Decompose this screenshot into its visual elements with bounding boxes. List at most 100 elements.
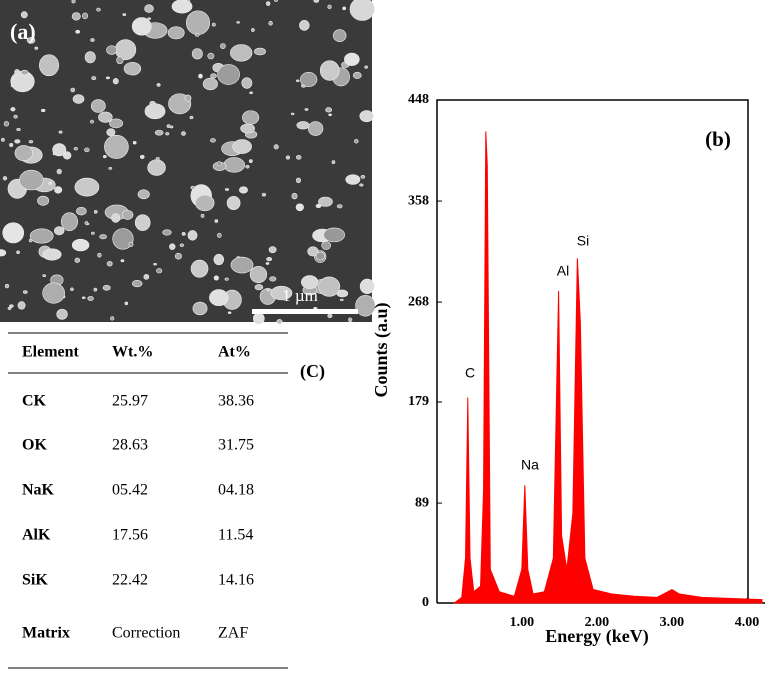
- sem-particle: [110, 316, 115, 321]
- sem-particle: [75, 29, 81, 34]
- chart: 0 89 179 268 358 448 1.00 2.00 3.00 4.00 C Na Al Si (b…: [371, 92, 765, 647]
- sem-particle: [265, 262, 270, 265]
- sem-particle: [54, 186, 63, 194]
- sem-particle: [99, 234, 107, 240]
- sem-particle: [108, 167, 113, 170]
- sem-particle: [96, 7, 101, 12]
- sem-particle: [52, 152, 57, 156]
- table-cell: 17.56: [112, 527, 148, 544]
- peak-label: Si: [577, 233, 589, 249]
- sem-particle: [14, 145, 33, 162]
- sem-particle: [7, 306, 12, 310]
- table-cell: 11.54: [218, 527, 253, 544]
- sem-particle: [62, 151, 72, 160]
- peak-label: C: [465, 365, 475, 381]
- sem-particle: [174, 252, 182, 260]
- sem-particle: [291, 192, 298, 200]
- table-cell: CK: [22, 393, 47, 410]
- sem-particle: [1, 137, 5, 142]
- y-tick-label: 179: [408, 394, 429, 409]
- sem-particle: [106, 128, 116, 137]
- sem-particle: [211, 22, 216, 27]
- sem-particle: [304, 108, 309, 111]
- sem-particle: [84, 51, 96, 64]
- table-header: Element: [22, 344, 80, 361]
- sem-particle: [213, 253, 225, 266]
- table: Element Wt.% At% CK 25.97 38.36 OK 28.63 31.75 Na…: [22, 344, 254, 642]
- sem-particle: [134, 214, 151, 231]
- sem-particle: [224, 277, 229, 281]
- sem-particle: [116, 56, 124, 65]
- sem-particle: [190, 259, 209, 278]
- sem-particle: [313, 0, 320, 3]
- sem-particle: [153, 262, 157, 266]
- sem-particle: [344, 52, 360, 66]
- sem-particle: [295, 155, 302, 160]
- sem-particle: [162, 229, 172, 236]
- sem-particle: [132, 141, 137, 145]
- sem-particle: [339, 298, 344, 302]
- sem-particle: [10, 107, 16, 112]
- sem-particle: [71, 0, 76, 4]
- sem-particle: [75, 206, 87, 216]
- sem-particle: [354, 139, 359, 144]
- sem-particle: [249, 91, 253, 95]
- sem-particle: [87, 296, 94, 301]
- sem-particle: [210, 73, 217, 79]
- sem-particle: [269, 276, 277, 282]
- sem-particle: [191, 48, 203, 60]
- sem-particle: [93, 210, 98, 214]
- sem-particle: [84, 221, 89, 225]
- sem-particle: [17, 301, 26, 310]
- sem-particle: [230, 256, 254, 274]
- sem-particle: [184, 94, 192, 102]
- sem-particle: [70, 287, 74, 291]
- sem-particle: [16, 128, 21, 132]
- sem-particle: [349, 0, 375, 21]
- sem-particle: [359, 183, 364, 187]
- sem-particle: [71, 238, 90, 252]
- sem-particle: [39, 54, 60, 77]
- table-header: Wt.%: [112, 344, 153, 361]
- sem-particle: [323, 227, 345, 243]
- sem-particle: [147, 17, 151, 20]
- sem-particle: [331, 160, 336, 164]
- sem-particle: [91, 76, 97, 81]
- sem-particle: [42, 274, 47, 278]
- sem-particle: [226, 195, 241, 211]
- y-tick-label: 268: [408, 294, 429, 309]
- sem-particle: [139, 154, 145, 159]
- sem-particle: [4, 283, 10, 289]
- sem-particle: [14, 69, 20, 75]
- y-axis-label: Counts (a.u): [371, 302, 392, 397]
- sem-particle: [198, 73, 203, 79]
- sem-particle: [307, 246, 319, 257]
- sem-particle: [217, 64, 240, 85]
- sem-particle: [192, 301, 208, 316]
- sem-particle: [216, 161, 222, 167]
- sem-particle: [232, 139, 252, 154]
- sem-particle: [239, 186, 248, 194]
- sem-particle: [40, 108, 46, 113]
- y-tick-label: 0: [422, 595, 429, 610]
- sem-particle: [224, 188, 230, 191]
- sem-particle: [20, 69, 29, 76]
- sem-particle: [169, 125, 174, 129]
- sem-particle: [111, 213, 121, 223]
- sem-particle: [37, 195, 50, 206]
- sem-particle: [9, 304, 14, 308]
- sem-particle: [73, 146, 78, 151]
- sem-particle: [187, 230, 198, 241]
- table-header: At%: [218, 344, 251, 361]
- sem-image: [0, 0, 372, 322]
- sem-particle: [3, 121, 10, 127]
- table-cell: Correction: [112, 625, 180, 642]
- sem-particle: [105, 76, 110, 80]
- sem-particle: [200, 213, 205, 218]
- sem-particle: [102, 155, 107, 159]
- sem-particle: [342, 6, 346, 11]
- sem-particle: [112, 78, 119, 85]
- x-tick-label: 1.00: [510, 615, 535, 630]
- sem-particle: [315, 203, 322, 209]
